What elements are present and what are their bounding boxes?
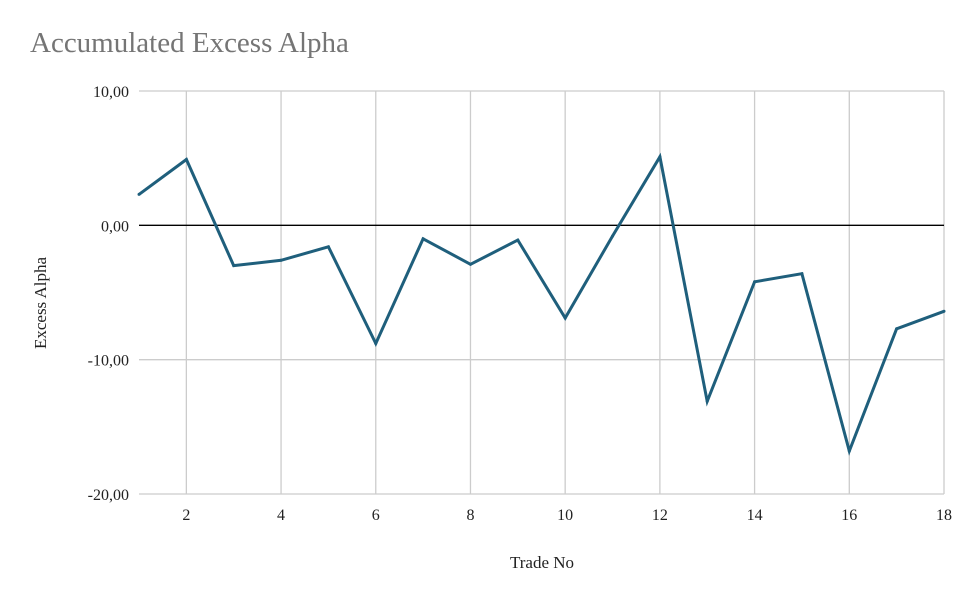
- data-point: [611, 234, 615, 238]
- data-point: [895, 327, 899, 331]
- data-point: [374, 342, 378, 346]
- y-tick-label: 0,00: [101, 218, 129, 235]
- x-axis-title: Trade No: [510, 553, 574, 572]
- grid-lines: [139, 90, 945, 495]
- data-point: [232, 264, 236, 268]
- x-tick-label: 4: [277, 507, 285, 524]
- x-tick-labels: 2 4 6 8 10 12 14 16 18: [182, 507, 952, 524]
- data-point: [705, 399, 709, 403]
- x-tick-label: 2: [182, 507, 190, 524]
- data-point: [137, 192, 141, 196]
- x-tick-label: 6: [372, 507, 380, 524]
- data-point: [184, 158, 188, 162]
- data-point: [279, 258, 283, 262]
- x-tick-label: 12: [652, 507, 668, 524]
- x-tick-label: 16: [841, 507, 857, 524]
- data-point: [468, 262, 472, 266]
- data-point: [516, 238, 520, 242]
- x-tick-label: 18: [936, 507, 952, 524]
- y-tick-label: -10,00: [88, 353, 129, 370]
- x-tick-label: 14: [747, 507, 763, 524]
- data-point: [658, 155, 662, 159]
- data-point: [421, 237, 425, 241]
- y-axis-title: Excess Alpha: [31, 257, 50, 350]
- y-tick-labels: 10,00 0,00 -10,00 -20,00: [88, 84, 129, 504]
- data-point: [847, 449, 851, 453]
- data-point: [326, 245, 330, 249]
- y-tick-label: 10,00: [93, 84, 129, 101]
- data-point: [942, 309, 946, 313]
- chart-title: Accumulated Excess Alpha: [30, 27, 349, 59]
- y-tick-label: -20,00: [88, 487, 129, 504]
- data-point: [563, 316, 567, 320]
- series-line: [138, 152, 945, 456]
- x-tick-label: 10: [557, 507, 573, 524]
- data-point: [800, 272, 804, 276]
- data-point: [753, 280, 757, 284]
- x-tick-label: 8: [466, 507, 474, 524]
- series-group: [137, 152, 946, 456]
